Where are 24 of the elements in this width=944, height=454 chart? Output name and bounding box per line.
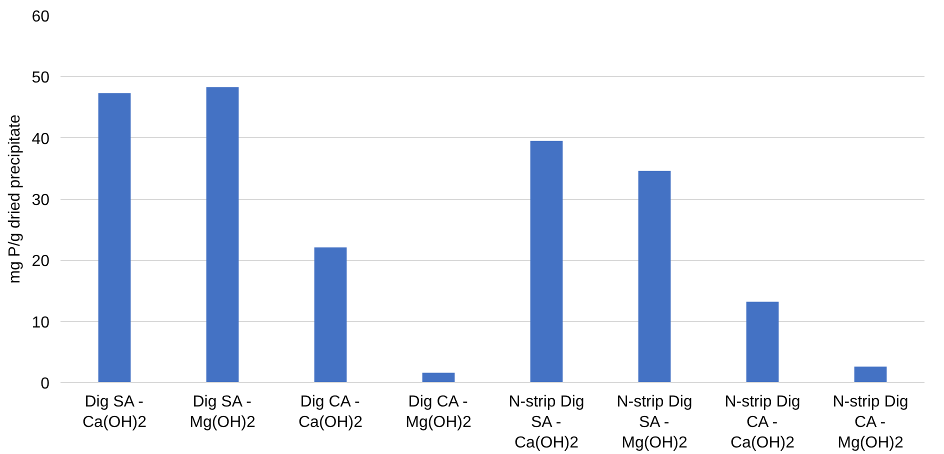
- x-tick-label: N-strip Dig CA - Mg(OH)2: [832, 394, 908, 452]
- x-tick-label: N-strip Dig CA - Ca(OH)2: [724, 394, 800, 452]
- bar: [314, 247, 347, 382]
- y-tick-label: 50: [32, 70, 50, 87]
- y-tick-label: 40: [32, 130, 50, 148]
- bar: [530, 140, 563, 382]
- bar: [98, 93, 131, 382]
- y-tick-label: 30: [32, 192, 50, 209]
- y-tick-label: 60: [32, 8, 50, 26]
- bar: [422, 372, 455, 382]
- x-tick-label: Dig SA - Ca(OH)2: [82, 394, 147, 431]
- x-tick-label: Dig CA - Ca(OH)2: [298, 394, 363, 431]
- x-tick-label: Dig SA - Mg(OH)2: [190, 394, 256, 431]
- x-tick-label: N-strip Dig SA - Ca(OH)2: [508, 394, 584, 452]
- bar: [746, 302, 779, 382]
- bar: [854, 366, 887, 382]
- x-tick-label: N-strip Dig SA - Mg(OH)2: [616, 394, 692, 452]
- x-tick-label: Dig CA - Mg(OH)2: [406, 394, 472, 431]
- y-tick-label: 0: [40, 376, 50, 392]
- y-tick-label: 10: [32, 314, 50, 332]
- bar: [638, 170, 671, 382]
- y-axis-title: mg P/g dried precipitate: [6, 114, 24, 284]
- bar: [206, 87, 239, 382]
- y-tick-label: 20: [32, 253, 50, 270]
